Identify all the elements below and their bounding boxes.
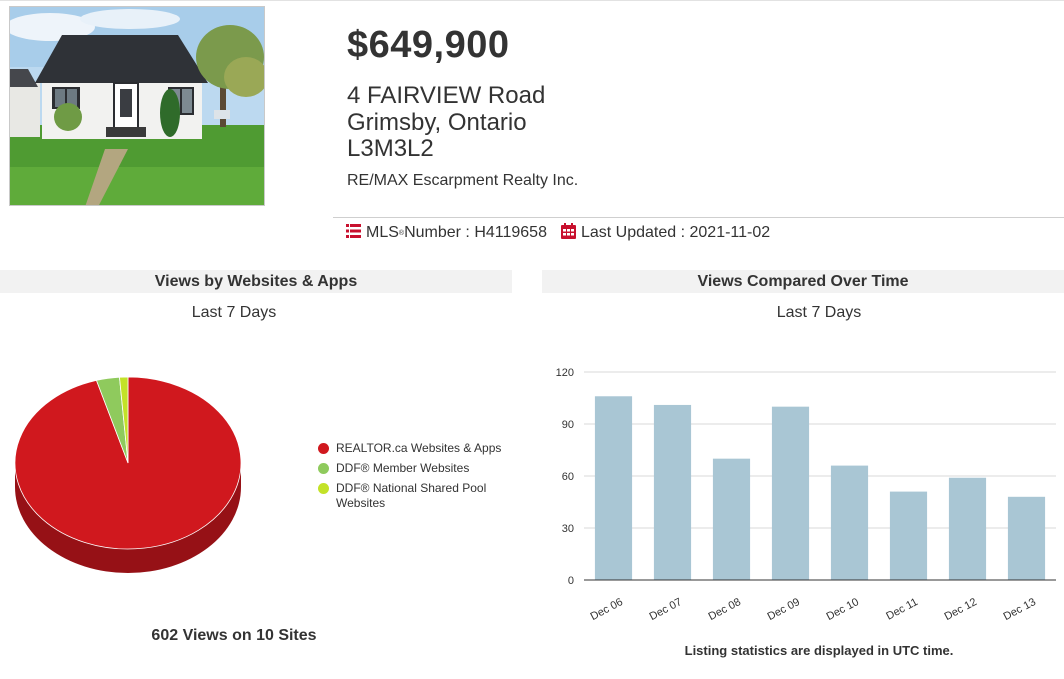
calendar-icon	[560, 222, 576, 244]
x-tick-label: Dec 09	[765, 596, 801, 623]
views-over-time-bar-chart: 0 30 60 90 120 Dec 06 Dec 07 Dec 08 Dec 09 Dec 10…	[556, 367, 1056, 623]
x-tick-label: Dec 10	[824, 596, 860, 623]
legend-label: REALTOR.ca Websites & Apps	[336, 441, 502, 455]
x-tick-label: Dec 11	[884, 596, 920, 623]
views-by-site-pie-chart	[14, 376, 242, 573]
mls-number: Number : H4119658	[404, 224, 547, 241]
legend-dot	[318, 483, 329, 494]
y-tick-label: 120	[556, 367, 574, 379]
websites-panel-title: Views by Websites & Apps	[0, 270, 512, 293]
address-street: 4 FAIRVIEW Road	[347, 82, 546, 109]
bar[interactable]	[594, 396, 633, 580]
top-divider	[0, 0, 1064, 1]
listing-photo[interactable]	[9, 6, 265, 206]
time-panel-subtitle: Last 7 Days	[776, 304, 862, 321]
address-postal-code: L3M3L2	[347, 135, 434, 162]
address-city: Grimsby, Ontario	[347, 109, 527, 136]
mls-label: MLS	[366, 224, 399, 241]
bar[interactable]	[653, 404, 692, 580]
mls-registered-mark: ®	[398, 229, 405, 237]
bar[interactable]	[830, 465, 869, 580]
time-panel-title: Views Compared Over Time	[542, 270, 1064, 293]
info-divider	[333, 217, 1064, 218]
legend-label: DDF® National Shared Pool Websites	[336, 481, 487, 510]
x-tick-label: Dec 07	[647, 596, 683, 623]
legend-item[interactable]: REALTOR.ca Websites & Apps	[318, 441, 518, 456]
house-photo	[10, 7, 264, 205]
bar[interactable]	[948, 477, 987, 580]
list-icon	[346, 223, 361, 243]
y-tick-label: 30	[562, 523, 574, 535]
listing-price: $649,900	[347, 24, 510, 66]
bar[interactable]	[712, 458, 751, 580]
x-tick-label: Dec 12	[942, 596, 978, 623]
y-tick-label: 90	[562, 419, 574, 431]
legend-dot	[318, 463, 329, 474]
brokerage-name: RE/MAX Escarpment Realty Inc.	[347, 172, 579, 189]
views-total: 602 Views on 10 Sites	[151, 627, 317, 644]
legend-label: DDF® Member Websites	[336, 461, 470, 475]
last-updated: Last Updated : 2021-11-02	[580, 224, 771, 241]
pie-slice[interactable]	[119, 376, 129, 464]
x-tick-label: Dec 08	[706, 596, 742, 623]
bar[interactable]	[771, 406, 810, 580]
websites-panel-subtitle: Last 7 Days	[191, 304, 277, 321]
y-tick-label: 0	[568, 575, 574, 587]
pie-legend: REALTOR.ca Websites & Apps DDF® Member We…	[318, 441, 518, 516]
x-tick-label: Dec 06	[588, 596, 624, 623]
y-tick-label: 60	[562, 471, 574, 483]
legend-dot	[318, 443, 329, 454]
bar[interactable]	[1007, 496, 1046, 580]
legend-item[interactable]: DDF® Member Websites	[318, 461, 518, 476]
legend-item[interactable]: DDF® National Shared Pool Websites	[318, 481, 518, 511]
bar[interactable]	[889, 491, 928, 580]
utc-note: Listing statistics are displayed in UTC …	[684, 643, 954, 658]
listing-info-bar: MLS ® Number : H4119658 Last Updated : 20…	[346, 222, 770, 244]
x-tick-label: Dec 13	[1001, 596, 1037, 623]
